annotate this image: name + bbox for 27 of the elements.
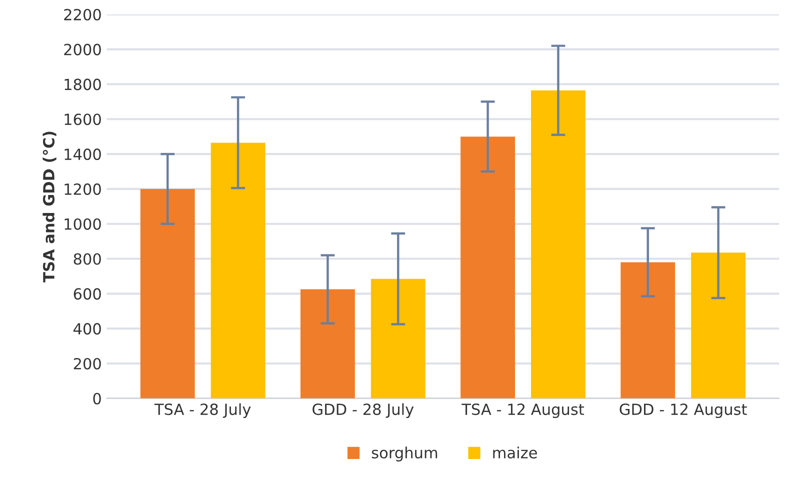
y-tick-label: 1600: [64, 114, 101, 126]
bar: [620, 262, 676, 398]
y-tick-label: 1200: [64, 183, 101, 195]
y-tick-label: 2000: [64, 44, 101, 56]
y-tick-label: 200: [74, 358, 101, 370]
y-tick-label: 1400: [64, 148, 101, 160]
bar: [460, 136, 515, 398]
x-tick-label: TSA - 28 July: [154, 403, 251, 418]
bar: [531, 90, 586, 398]
x-tick-label: GDD - 12 August: [620, 404, 747, 418]
legend-label: maize: [493, 446, 537, 458]
bar: [210, 142, 266, 398]
y-tick-label: 0: [93, 392, 101, 404]
y-tick-label: 1000: [64, 218, 101, 230]
bar: [370, 278, 426, 398]
y-axis-title: TSA and GDD (°C): [42, 132, 56, 282]
bar: [140, 188, 195, 398]
bar: [691, 252, 746, 398]
y-tick-label: 400: [74, 323, 101, 335]
y-tick-label: 2200: [64, 8, 101, 20]
y-tick-label: 1800: [64, 78, 101, 90]
x-tick-label: GDD - 28 July: [312, 403, 414, 418]
bar: [300, 289, 355, 398]
x-tick-label: TSA - 12 August: [462, 404, 584, 418]
y-tick-label: 800: [74, 253, 101, 265]
legend-label: sorghum: [372, 446, 438, 462]
y-tick-label: 600: [74, 288, 101, 300]
